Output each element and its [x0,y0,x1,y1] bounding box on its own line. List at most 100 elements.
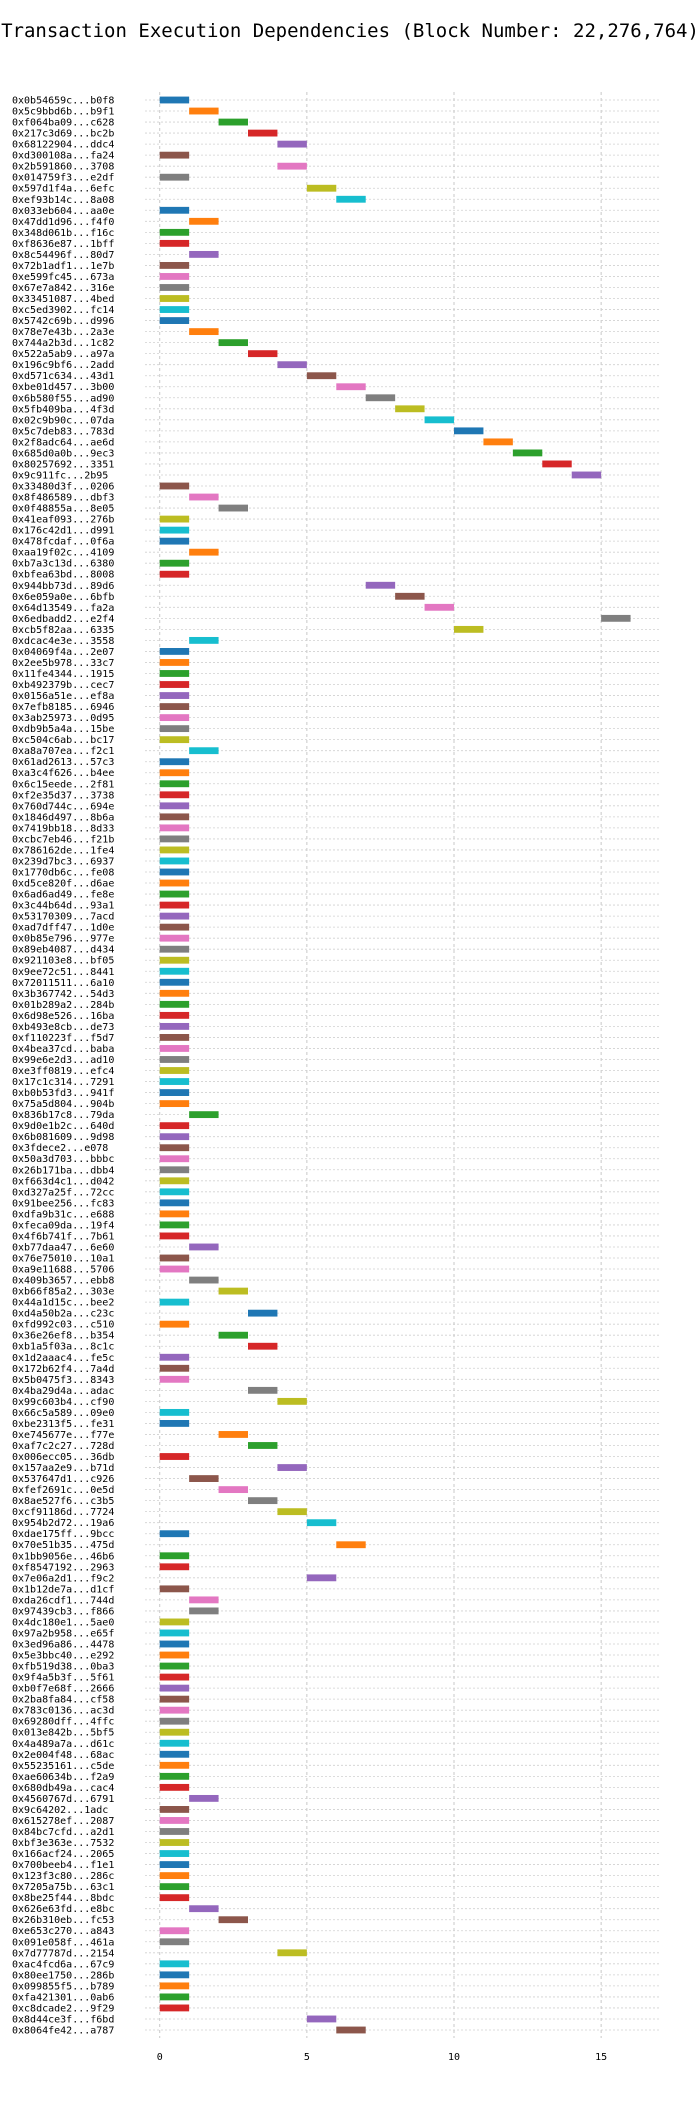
transaction-label: 0x9c64202...1adc [12,1805,108,1816]
transaction-label: 0x78e7e43b...2a3e [12,327,114,338]
transaction-label: 0x4a489a7a...d61c [12,1739,114,1750]
transaction-label: 0x626e63fd...e8bc [12,1904,114,1915]
x-tick-label: 0 [157,2052,163,2063]
transaction-label: 0x123f3c80...286c [12,1871,114,1882]
transaction-bar [159,901,190,909]
transaction-label: 0xe653c270...a843 [12,1926,114,1937]
transaction-label: 0x2e004f48...68ac [12,1750,114,1761]
transaction-bar [159,791,190,799]
transaction-bar [159,1364,190,1372]
transaction-bar [365,394,396,402]
transaction-label: 0x8be25f44...8bdc [12,1893,114,1904]
transaction-bar [395,592,425,600]
transaction-label: 0xf2e35d37...3738 [12,790,114,801]
transaction-label: 0x26b310eb...fc53 [12,1915,114,1926]
transaction-bar [159,967,190,975]
transaction-label: 0x685d0a0b...9ec3 [12,448,114,459]
transaction-bar [159,890,190,898]
transaction-label: 0x176c42d1...d991 [12,526,114,537]
transaction-label: 0x8c54496f...80d7 [12,250,114,261]
transaction-bar [159,482,190,490]
transaction-label: 0x67e7a842...316e [12,283,114,294]
transaction-label: 0x4560767d...6791 [12,1794,114,1805]
transaction-bar [159,879,190,887]
transaction-label: 0x2ee5b978...33c7 [12,658,114,669]
transaction-bar [189,1276,219,1284]
transaction-label: 0x61ad2613...57c3 [12,757,114,768]
transaction-label: 0x5c7deb83...783d [12,426,114,437]
transaction-label: 0x66c5a589...09e0 [12,1408,114,1419]
transaction-bar [159,1938,190,1946]
transaction-label: 0x3fdece2...e078 [12,1143,108,1154]
transaction-bar [189,1243,219,1251]
transaction-bar [424,603,454,611]
transaction-bar [571,471,602,479]
transaction-label: 0x5c9bbd6b...b9f1 [12,107,114,118]
transaction-label: 0xdae175ff...9bcc [12,1529,114,1540]
transaction-bar [248,1309,278,1317]
transaction-label: 0x196c9bf6...2add [12,360,114,371]
transaction-label: 0x41eaf093...276b [12,515,114,526]
transaction-label: 0x04069f4a...2e07 [12,647,114,658]
transaction-bar [542,460,572,468]
transaction-label: 0xd571c634...43d1 [12,371,114,382]
transaction-bar [159,780,190,788]
transaction-bar [189,493,219,501]
transaction-bar [218,339,248,347]
transaction-bar [159,1739,190,1747]
transaction-bar [454,625,484,633]
transaction-bar [277,361,307,369]
transaction-label: 0x53170309...7acd [12,912,114,923]
transaction-bar [159,1706,190,1714]
transaction-bar [248,350,278,358]
transaction-bar [159,1806,190,1813]
transaction-label: 0x537647d1...c926 [12,1474,114,1485]
transaction-label: 0x33451087...4bed [12,294,114,305]
transaction-bar [159,1265,190,1273]
transaction-label: 0x0156a51e...ef8a [12,691,114,702]
transaction-label: 0xa9e11688...5706 [12,1265,114,1276]
transaction-label: 0xfa421301...0ab6 [12,1992,114,2003]
transaction-label: 0x99e6e2d3...ad10 [12,1055,114,1066]
transaction-bar [248,129,278,137]
transaction-bar [189,1607,219,1615]
transaction-label: 0x4f6b741f...7b61 [12,1231,114,1242]
transaction-bar [601,614,631,622]
transaction-label: 0xfd992c03...c510 [12,1320,114,1331]
transaction-label: 0x5e3bbc40...e292 [12,1651,114,1662]
transaction-label: 0xad7dff47...1d0e [12,923,114,934]
transaction-bar [277,1508,307,1516]
transaction-label: 0x47dd1d96...f4f0 [12,217,114,228]
transaction-bar [159,978,190,986]
transaction-bar [159,1420,190,1427]
transaction-bar [218,1287,248,1295]
transaction-bar [189,107,219,115]
transaction-label: 0x6b081609...9d98 [12,1132,114,1143]
transaction-label: 0xb493e8cb...de73 [12,1022,114,1033]
transaction-label: 0x6b580f55...ad90 [12,393,114,404]
transaction-bar [159,239,190,247]
transaction-label: 0xfeca09da...19f4 [12,1220,114,1231]
transaction-label: 0x744a2b3d...1c82 [12,338,114,349]
transaction-bar [159,1144,190,1152]
transaction-label: 0x50a3d703...bbbc [12,1154,114,1165]
x-axis-ticks: 0 5 10 15 [157,2052,607,2063]
transaction-bar [159,1960,190,1968]
transaction-label: 0x6d98e526...16ba [12,1011,114,1022]
transaction-bar [218,1431,248,1438]
transaction-label: 0x014759f3...e2df [12,173,114,184]
transaction-bar [365,581,396,589]
transaction-bar [159,515,190,523]
transaction-label: 0x2ba8fa84...cf58 [12,1695,114,1706]
transaction-label: 0x7d77787d...2154 [12,1948,114,1959]
transaction-label: 0xdcac4e3e...3558 [12,636,114,647]
transaction-label: 0x760d744c...694e [12,801,114,812]
transaction-label: 0x954b2d72...19a6 [12,1518,114,1529]
transaction-label: 0x3ab25973...0d95 [12,713,114,724]
transaction-label: 0x1b12de7a...d1cf [12,1584,114,1595]
transaction-bar [512,449,543,457]
transaction-bar [159,1022,190,1030]
transaction-bar [336,1541,366,1549]
transaction-bar [159,570,190,578]
transaction-bar [159,173,190,181]
